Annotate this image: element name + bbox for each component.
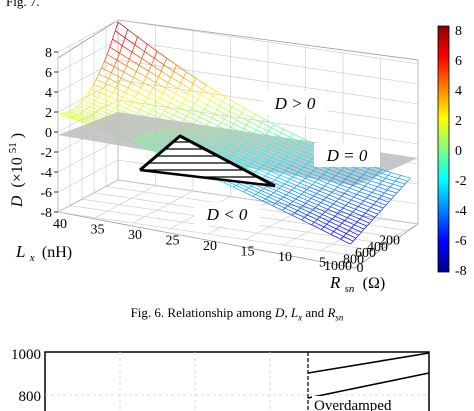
z-tick-label: -4 <box>40 166 52 181</box>
y-tick-label: 5 <box>319 256 326 271</box>
y-tick-label: 40 <box>53 217 67 232</box>
previous-caption-fragment: Fig. 7. <box>6 0 40 9</box>
colorbar-tick-label: -2 <box>455 174 467 189</box>
y-tick-label: 25 <box>166 234 180 249</box>
z-tick-label: 0 <box>45 126 52 141</box>
svg-text:Overdamped: Overdamped <box>314 398 392 411</box>
x-tick-label: 200 <box>379 233 400 248</box>
zero-boundary-region <box>139 134 276 188</box>
z-tick-label: -8 <box>40 206 52 221</box>
y-tick-label: 1000 <box>11 347 41 363</box>
z-tick-label: -6 <box>40 186 52 201</box>
colorbar-tick-label: 0 <box>455 144 462 159</box>
svg-text:D < 0: D < 0 <box>206 205 248 224</box>
z-tick-label: 4 <box>45 86 52 101</box>
colorbar <box>437 25 450 273</box>
z-tick-label: -2 <box>40 146 52 161</box>
colorbar-tick-label: 2 <box>455 114 462 129</box>
z-tick-label: 8 <box>45 46 52 61</box>
svg-text:D > 0: D > 0 <box>274 94 316 113</box>
y-tick-label: 0 <box>357 261 364 276</box>
x-tick-label: 600 <box>355 246 376 261</box>
y-tick-label: 10 <box>278 250 292 265</box>
y-axis-ticks: 1000 800 <box>11 347 41 405</box>
zero-plane <box>58 112 418 186</box>
y-tick-label: 15 <box>241 245 255 260</box>
x-tick-label: 1000 <box>324 259 352 274</box>
colorbar-tick-label: 8 <box>455 24 462 39</box>
y-tick-label: 30 <box>128 228 142 243</box>
z-axis-ticks: -8 -6 -4 -2 0 2 4 6 8 <box>40 46 58 221</box>
line-chart-partial: 1000 800 Overdamped <box>11 347 430 411</box>
annotation-zero: D = 0 <box>314 143 380 167</box>
x-tick-label: 400 <box>367 240 388 255</box>
boundary-line-2 <box>307 372 430 399</box>
colorbar-tick-label: -8 <box>455 264 467 279</box>
colorbar-ticks: 8 6 4 2 0 -2 -4 -6 -8 <box>455 24 467 279</box>
y-tick-label: 35 <box>91 223 105 238</box>
z-tick-label: 6 <box>45 66 52 81</box>
y-tick-label: 800 <box>19 389 42 405</box>
plot-grid <box>45 352 429 411</box>
y-axis-label: R sn (Ω) <box>329 273 385 296</box>
annotation-positive: D > 0 <box>263 91 327 115</box>
z-tick-label: 2 <box>45 106 52 121</box>
figure-caption: Fig. 6. Relationship among D, Lx and Rsn <box>130 305 344 323</box>
x-tick-label: 800 <box>343 253 364 268</box>
boundary-line-1 <box>307 352 430 374</box>
z-axis-label: D (×10 51 ) <box>3 133 26 208</box>
colorbar-tick-label: 4 <box>455 84 462 99</box>
colorbar-tick-label: -6 <box>455 234 467 249</box>
y-tick-label: 20 <box>203 239 217 254</box>
colorbar-tick-label: -4 <box>455 204 467 219</box>
overdamped-label: Overdamped <box>312 396 416 411</box>
svg-text:D = 0: D = 0 <box>326 146 368 165</box>
colorbar-tick-label: 6 <box>455 54 462 69</box>
x-axis-label: L x (nH) <box>15 242 72 265</box>
annotation-negative: D < 0 <box>194 202 260 226</box>
y-axis-ticks: 0 5 10 15 20 25 30 35 40 <box>53 217 364 276</box>
